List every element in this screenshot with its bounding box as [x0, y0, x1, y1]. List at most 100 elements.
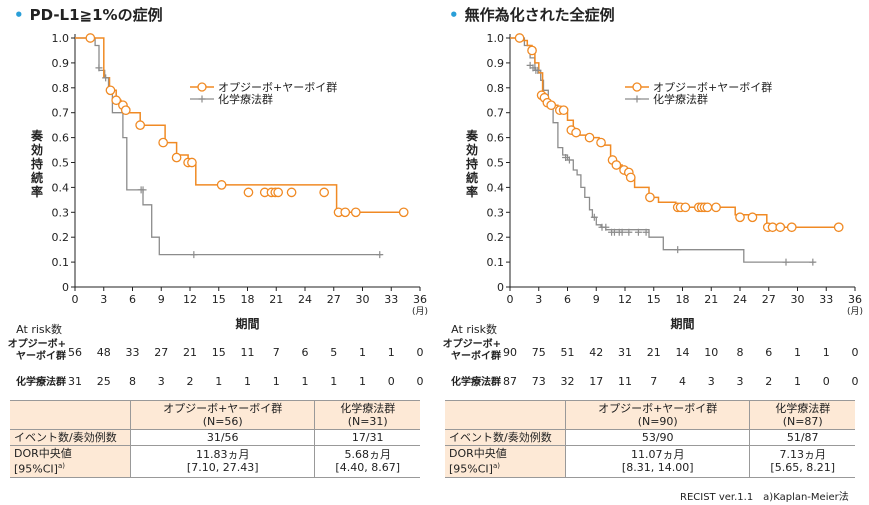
at-risk-count: 1 — [823, 346, 830, 359]
at-risk-count: 3 — [737, 375, 744, 388]
stats-row-label: イベント数/奏効例数 — [445, 429, 566, 446]
bullet-icon: • — [14, 6, 24, 24]
at-risk-count: 3 — [158, 375, 165, 388]
at-risk-count: 14 — [676, 346, 690, 359]
x-tick-label: 21 — [704, 293, 718, 306]
x-tick-label: 9 — [158, 293, 165, 306]
at-risk-count: 8 — [129, 375, 136, 388]
x-tick-label: 27 — [762, 293, 776, 306]
stats-header-nivo: オプジーボ+ヤーボイ群 (N=90) — [564, 400, 750, 430]
legend-chemo-label: 化学療法群 — [653, 92, 708, 106]
chemo-censor-mark — [602, 223, 610, 231]
chemo-censor-mark — [190, 251, 198, 259]
nivo-ipi-censor-mark — [611, 160, 622, 170]
at-risk-count: 21 — [183, 346, 197, 359]
at-risk-row-name: 化学療法群 — [451, 375, 501, 388]
x-tick-label: 0 — [72, 293, 79, 306]
nivo-ipi-censor-mark — [171, 152, 182, 163]
at-risk-count: 4 — [679, 375, 686, 388]
y-axis-label-char: 効 — [31, 142, 43, 157]
at-risk-count: 1 — [359, 346, 366, 359]
at-risk-count: 27 — [154, 346, 168, 359]
nivo-ipi-censor-mark — [596, 137, 606, 148]
chemo-censor-mark — [782, 258, 790, 266]
nivo-ipi-censor-mark — [625, 172, 636, 183]
y-tick-label: 0.5 — [52, 157, 70, 170]
x-tick-label: 15 — [647, 293, 661, 306]
x-tick-label: 15 — [212, 293, 226, 306]
km-chart-all: 00.10.20.30.40.50.60.70.80.91.00 3 6 9 12 15 1… — [443, 32, 863, 388]
x-tick-label: 9 — [593, 293, 600, 306]
y-tick-label: 0.1 — [52, 256, 70, 269]
x-tick-label: 3 — [100, 293, 107, 306]
y-tick-label: 0.9 — [52, 57, 70, 70]
y-tick-label: 0.6 — [487, 132, 505, 145]
nivo-ipi-censor-mark — [340, 207, 351, 218]
y-tick-label: 0.2 — [52, 231, 70, 244]
y-axis-label-char: 持 — [466, 156, 478, 171]
stats-row-dor: DOR中央値 [95%CI]a) 11.07ヵ月 [8.31, 14.00] 7.1… — [445, 445, 855, 478]
stats-cell: 53/90 — [564, 429, 750, 446]
chemo-censor-mark — [562, 154, 570, 162]
chemo-censor-mark — [642, 228, 650, 236]
x-tick-label: 30 — [791, 293, 805, 306]
y-axis-label-char: 効 — [466, 142, 478, 157]
x-tick-label: 24 — [733, 293, 747, 306]
x-unit-label: (月) — [412, 306, 428, 317]
at-risk-count: 0 — [417, 375, 424, 388]
legend-chemo-label: 化学療法群 — [218, 92, 273, 106]
legend-nivo-label: オプジーボ+ヤーボイ群 — [218, 80, 337, 94]
stats-cell: 5.68ヵ月 [4.40, 8.67] — [314, 445, 420, 478]
y-tick-label: 0.2 — [487, 231, 505, 244]
km-panel-pdl1: • PD-L1≧1%の症例 0 0.1 0.2 0.3 0.4 0.5 0.6 0.7 0.8 0.… — [8, 6, 428, 478]
chemo-censor-mark — [618, 228, 626, 236]
y-tick-label: 0.7 — [487, 107, 505, 120]
nivo-ipi-censor-mark — [85, 33, 96, 43]
at-risk-count: 0 — [823, 375, 830, 388]
stats-table-all: オプジーボ+ヤーボイ群 (N=90) 化学療法群 (N=87) イベント数/奏効例数… — [445, 400, 855, 478]
at-risk-count: 21 — [647, 346, 661, 359]
chemo-censor-mark — [634, 228, 642, 236]
stats-row-label: DOR中央値 [95%CI]a) — [445, 445, 566, 478]
stats-cell: 51/87 — [749, 429, 855, 446]
y-tick-label: 0.4 — [487, 181, 505, 194]
nivo-ipi-censor-mark — [135, 120, 146, 131]
y-axis-label-char: 奏 — [30, 128, 44, 143]
legend-nivo-label: オプジーボ+ヤーボイ群 — [653, 80, 772, 94]
nivo-ipi-censor-mark — [747, 212, 758, 223]
stats-cell: 31/56 — [129, 429, 315, 446]
at-risk-row-name: ヤーボイ群 — [451, 349, 501, 362]
at-risk-count: 11 — [241, 346, 255, 359]
stats-header-chemo: 化学療法群 (N=87) — [749, 400, 855, 430]
stats-row-label: イベント数/奏効例数 — [10, 429, 131, 446]
stats-header-row: オプジーボ+ヤーボイ群 (N=56) 化学療法群 (N=31) — [10, 400, 420, 430]
at-risk-count: 1 — [330, 375, 337, 388]
at-risk-count: 1 — [244, 375, 251, 388]
at-risk-count: 48 — [97, 346, 111, 359]
at-risk-count: 5 — [330, 346, 337, 359]
chemo-censor-mark — [534, 66, 542, 74]
x-tick-label: 6 — [564, 293, 571, 306]
y-axis-label-char: 率 — [466, 184, 478, 199]
x-tick-label: 12 — [618, 293, 632, 306]
nivo-ipi-censor-mark — [584, 132, 595, 143]
km-chart-pdl1: 00.10.20.30.40.50.60.70.80.91.00 3 6 9 12 15 1… — [8, 32, 428, 388]
y-axis-label-char: 続 — [466, 170, 478, 185]
nivo-ipi-series-line — [75, 37, 406, 214]
chemo-censor-mark — [674, 246, 682, 254]
at-risk-label: At risk数 — [451, 323, 497, 336]
at-risk-count: 2 — [765, 375, 772, 388]
y-tick-label: 0 — [497, 281, 504, 294]
at-risk-row-name: オプジーボ+ — [443, 337, 501, 350]
x-tick-label: 12 — [183, 293, 197, 306]
at-risk-count: 8 — [737, 346, 744, 359]
y-tick-label: 0.9 — [487, 57, 505, 70]
y-tick-label: 0.8 — [487, 82, 505, 95]
nivo-ipi-censor-mark — [350, 207, 361, 218]
y-tick-label: 0.3 — [487, 206, 505, 219]
nivo-ipi-censor-mark — [216, 180, 227, 190]
nivo-ipi-censor-mark — [120, 105, 131, 116]
x-tick-label: 33 — [819, 293, 833, 306]
at-risk-count: 2 — [187, 375, 194, 388]
at-risk-count: 1 — [359, 375, 366, 388]
